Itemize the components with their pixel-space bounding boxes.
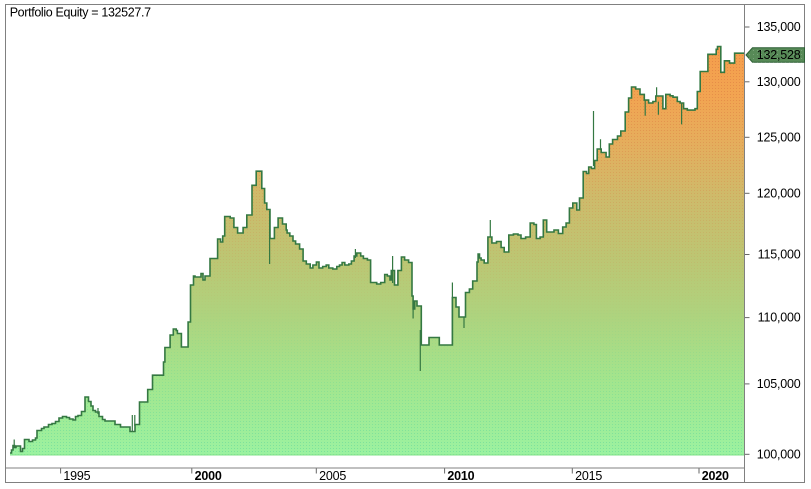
svg-text:132,528: 132,528 [757,48,801,62]
svg-text:2020: 2020 [702,469,729,483]
svg-text:2000: 2000 [195,469,222,483]
svg-text:135,000: 135,000 [757,20,801,34]
svg-text:2015: 2015 [575,469,602,483]
svg-text:105,000: 105,000 [757,377,801,391]
svg-text:115,000: 115,000 [758,248,801,262]
svg-text:110,000: 110,000 [758,311,801,325]
svg-text:130,000: 130,000 [757,75,801,89]
svg-text:1995: 1995 [63,469,90,483]
svg-text:125,000: 125,000 [757,130,801,144]
svg-text:120,000: 120,000 [757,186,801,200]
svg-text:100,000: 100,000 [757,447,801,461]
svg-text:Portfolio Equity = 132527.7: Portfolio Equity = 132527.7 [10,6,151,20]
svg-text:2005: 2005 [319,469,346,483]
svg-text:2010: 2010 [447,469,474,483]
